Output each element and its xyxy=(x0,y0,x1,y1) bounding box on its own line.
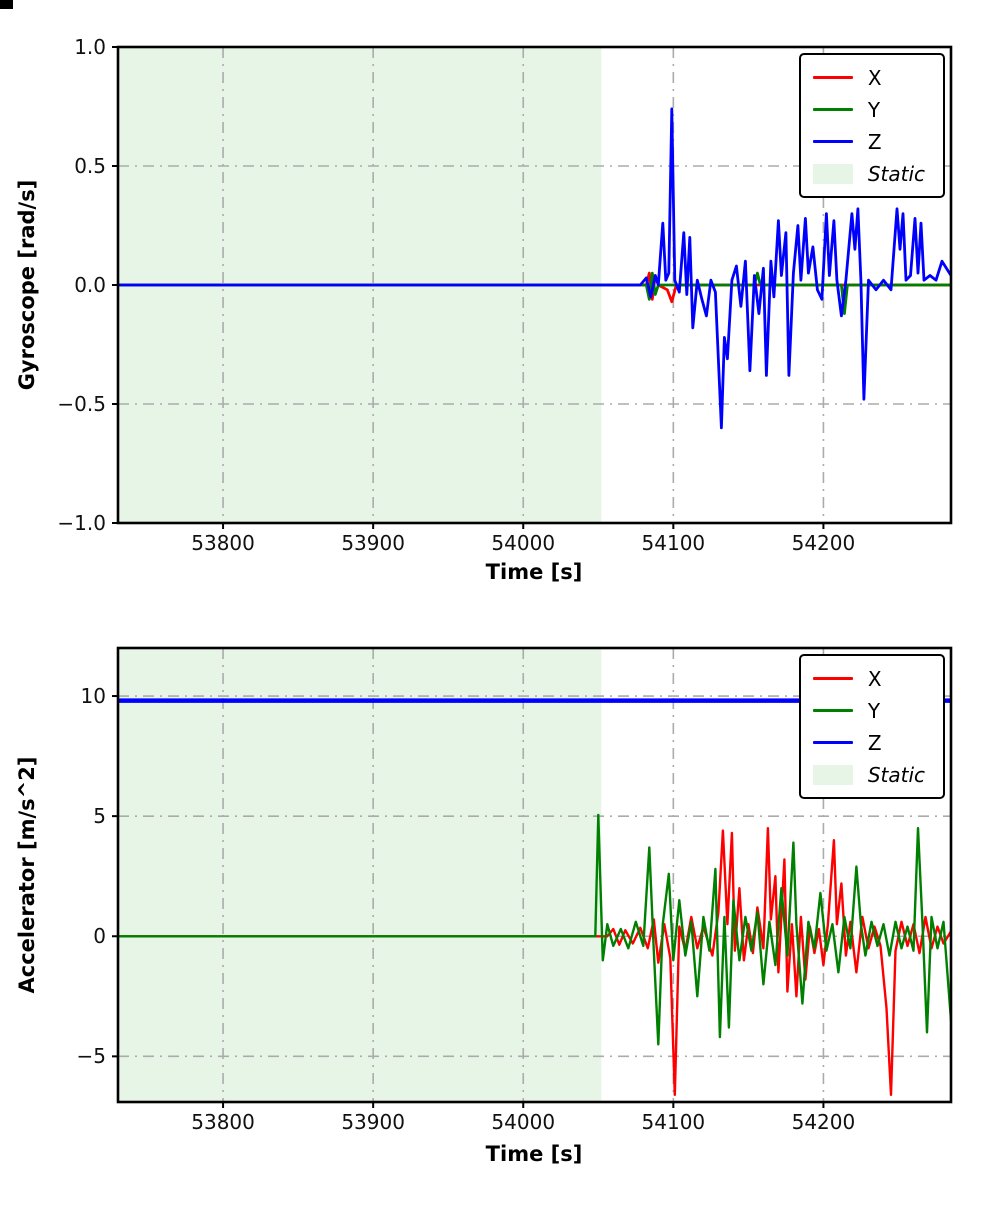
legend-item-x: X xyxy=(812,663,925,694)
legend-label-y: Y xyxy=(867,698,881,723)
x-tick-label: 54200 xyxy=(791,1110,856,1134)
x-tick-label: 54000 xyxy=(491,1110,556,1134)
legend-patch-static-icon xyxy=(812,764,853,785)
y-tick-label: −5 xyxy=(76,1044,106,1069)
y-tick-label: 0.5 xyxy=(74,154,106,178)
legend-item-z: Z xyxy=(812,126,925,157)
legend-item-static: Static xyxy=(812,158,925,189)
y-tick-label: 5 xyxy=(93,804,106,829)
legend-label-z: Z xyxy=(867,730,882,755)
x-tick-label: 53800 xyxy=(191,531,255,555)
y-tick-label: −0.5 xyxy=(57,392,106,416)
accelerator-chart-canvas xyxy=(112,646,953,1108)
legend-item-x: X xyxy=(812,62,925,93)
corner-mark xyxy=(0,0,13,9)
legend-label-x: X xyxy=(867,666,882,691)
y-tick-label: 1.0 xyxy=(74,35,106,59)
x-tick-label: 53800 xyxy=(191,1110,255,1134)
legend-label-z: Z xyxy=(867,129,882,154)
y-tick-label: 0 xyxy=(93,924,106,949)
legend-label-static: Static xyxy=(867,762,925,787)
y-tick-label: −1.0 xyxy=(57,511,106,535)
gyroscope-plot-area: X Y Z Static 53800 53900 54000 54100 54200 −1… xyxy=(57,35,953,555)
legend-label-y: Y xyxy=(867,97,881,122)
y-tick-label: 0.0 xyxy=(74,273,106,297)
accelerator-plot-area: X Y Z Static 53800 53900 54000 54100 54200 −5… xyxy=(77,646,953,1134)
legend-line-x-icon xyxy=(812,75,853,80)
gyroscope-y-axis-label: Gyroscope [rad/s] xyxy=(15,179,39,391)
legend-item-static: Static xyxy=(812,759,925,790)
accelerator-x-axis-label: Time [s] xyxy=(485,1142,583,1166)
legend-line-x-icon xyxy=(812,676,853,681)
legend-line-y-icon xyxy=(812,107,853,112)
x-tick-label: 53900 xyxy=(341,531,405,555)
legend-patch-static-icon xyxy=(812,163,853,184)
legend-label-static: Static xyxy=(867,161,925,186)
legend: X Y Z Static xyxy=(798,654,945,799)
y-tick-label: 10 xyxy=(80,684,106,709)
x-tick-label: 54200 xyxy=(791,531,856,555)
legend-label-x: X xyxy=(867,65,882,90)
gyroscope-chart-canvas xyxy=(112,45,953,529)
legend-item-z: Z xyxy=(812,727,925,758)
x-tick-label: 54100 xyxy=(641,531,706,555)
legend-line-y-icon xyxy=(812,708,853,713)
x-tick-label: 54100 xyxy=(641,1110,706,1134)
legend: X Y Z Static xyxy=(798,53,945,198)
x-tick-label: 54000 xyxy=(491,531,556,555)
gyroscope-x-axis-label: Time [s] xyxy=(485,560,583,584)
x-tick-label: 53900 xyxy=(341,1110,405,1134)
accelerator-y-axis-label: Accelerator [m/s^2] xyxy=(15,756,39,994)
legend-line-z-icon xyxy=(812,139,853,144)
legend-item-y: Y xyxy=(812,695,925,726)
legend-item-y: Y xyxy=(812,94,925,125)
legend-line-z-icon xyxy=(812,740,853,745)
